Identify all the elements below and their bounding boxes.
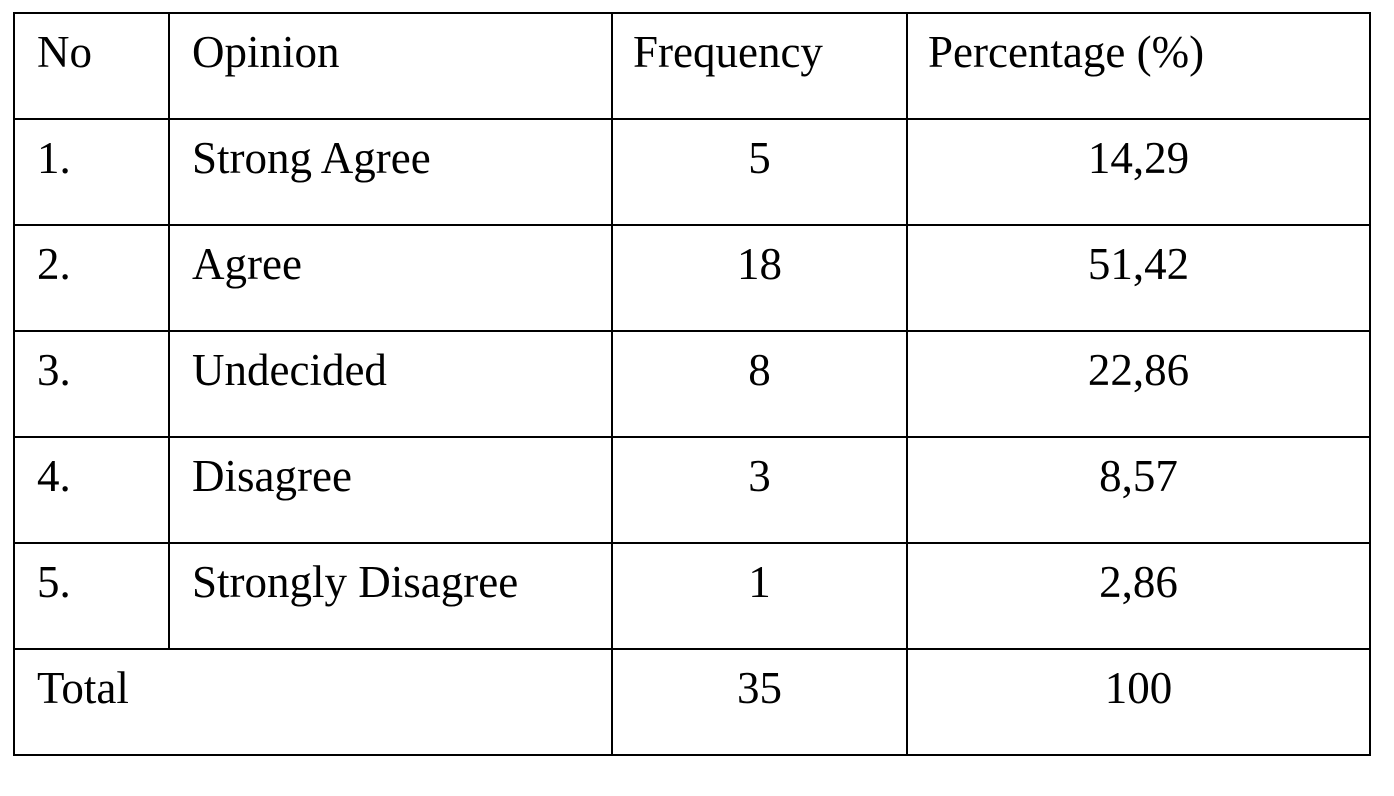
data-cell: Strong Agree (168, 118, 613, 226)
data-cell: 2,86 (906, 542, 1371, 650)
data-cell: 5 (611, 118, 908, 226)
data-cell: Strongly Disagree (168, 542, 613, 650)
table-body: No Opinion Frequency Percentage (%) 1. St… (13, 12, 1371, 756)
data-row: 4. Disagree 3 8,57 (13, 436, 1371, 544)
data-cell: 5. (13, 542, 170, 650)
data-cell: 8,57 (906, 436, 1371, 544)
data-cell: Agree (168, 224, 613, 332)
data-row: 1. Strong Agree 5 14,29 (13, 118, 1371, 226)
data-cell: 3. (13, 330, 170, 438)
data-cell: Undecided (168, 330, 613, 438)
data-cell: 8 (611, 330, 908, 438)
data-row: 5. Strongly Disagree 1 2,86 (13, 542, 1371, 650)
data-cell: 2. (13, 224, 170, 332)
data-cell: 14,29 (906, 118, 1371, 226)
header-cell: No (13, 12, 170, 120)
opinion-table: No Opinion Frequency Percentage (%) 1. St… (13, 12, 1371, 756)
total-frequency: 35 (611, 648, 908, 756)
total-row: Total 35 100 (13, 648, 1371, 756)
data-cell: 18 (611, 224, 908, 332)
data-cell: 22,86 (906, 330, 1371, 438)
data-cell: 1. (13, 118, 170, 226)
total-percentage: 100 (906, 648, 1371, 756)
data-row: 3. Undecided 8 22,86 (13, 330, 1371, 438)
data-cell: 4. (13, 436, 170, 544)
data-cell: 1 (611, 542, 908, 650)
total-label: Total (13, 648, 613, 756)
data-cell: 51,42 (906, 224, 1371, 332)
data-cell: 3 (611, 436, 908, 544)
header-cell: Percentage (%) (906, 12, 1371, 120)
header-cell: Frequency (611, 12, 908, 120)
header-row: No Opinion Frequency Percentage (%) (13, 12, 1371, 120)
header-cell: Opinion (168, 12, 613, 120)
data-row: 2. Agree 18 51,42 (13, 224, 1371, 332)
data-cell: Disagree (168, 436, 613, 544)
